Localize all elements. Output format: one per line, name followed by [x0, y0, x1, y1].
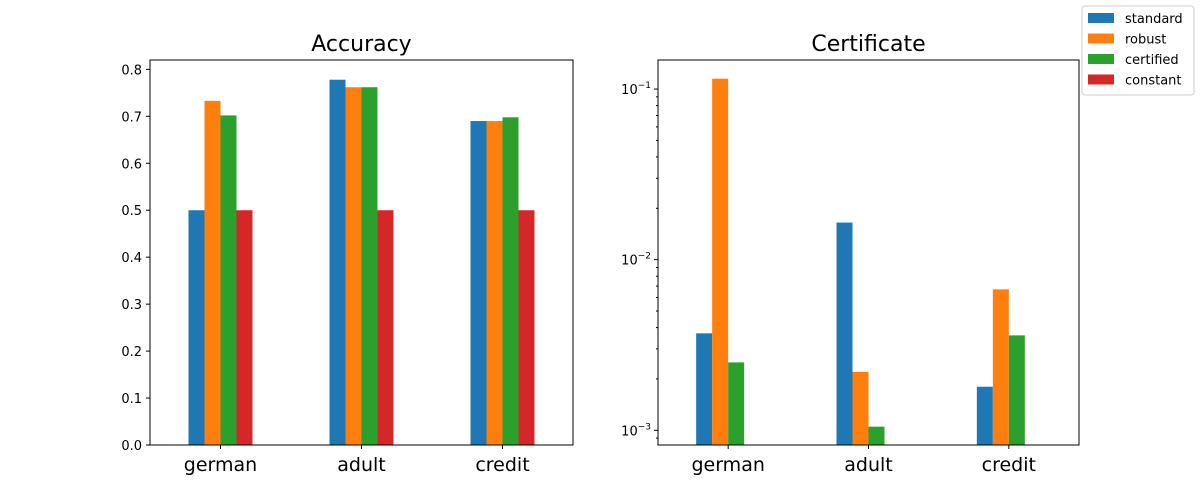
bar-robust-adult: [852, 371, 869, 445]
x-tick-label-german: german: [691, 454, 764, 476]
y-tick-label: 10−1: [621, 81, 651, 98]
certificate-chart: Certificate 10−1 10−2 10−3 german adult credit: [621, 32, 1080, 476]
legend-swatch-certified: [1088, 54, 1114, 64]
bar-robust-german: [712, 78, 729, 445]
bar-robust-german: [204, 100, 221, 445]
bar-certified-credit: [1008, 335, 1025, 445]
legend-swatch-robust: [1088, 33, 1114, 44]
y-tick-label: 0.2: [121, 345, 142, 360]
x-tick-label-adult: adult: [337, 454, 385, 476]
bar-robust-credit: [992, 289, 1009, 445]
bar-robust-credit: [486, 121, 503, 445]
y-tick-label: 0.1: [121, 392, 142, 407]
legend-label-constant: constant: [1125, 74, 1182, 89]
y-tick-label: 10−3: [621, 422, 651, 439]
bar-constant-german: [236, 210, 253, 445]
legend-box: [1081, 5, 1195, 96]
accuracy-chart: Accuracy 0.0 0.1 0.2 0.3 0.4 0.5 0.6 0.7 0.8 germa…: [121, 32, 574, 476]
y-tick-label: 0.5: [121, 204, 142, 219]
bar-standard-adult: [836, 222, 853, 445]
bar-certified-adult: [868, 426, 885, 445]
bar-constant-adult: [377, 210, 394, 445]
bar-standard-credit: [976, 386, 993, 445]
y-tick-label: 0.6: [121, 157, 142, 172]
y-tick-label: 0.7: [121, 110, 142, 125]
x-tick-label-german: german: [184, 454, 257, 476]
chart-title: Accuracy: [311, 32, 411, 57]
bar-constant-credit: [518, 210, 535, 445]
bar-certified-german: [728, 362, 745, 445]
bar-standard-credit: [470, 121, 487, 445]
bar-certified-german: [220, 115, 237, 445]
bar-certified-credit: [502, 117, 519, 445]
bar-standard-adult: [329, 79, 346, 445]
x-tick-label-credit: credit: [982, 454, 1036, 476]
legend-label-robust: robust: [1125, 33, 1166, 48]
legend-swatch-constant: [1088, 74, 1114, 85]
y-tick-label: 0.0: [121, 439, 142, 454]
legend-label-standard: standard: [1125, 12, 1183, 27]
legend-label-certified: certified: [1125, 53, 1179, 68]
legend-swatch-standard: [1088, 13, 1114, 23]
x-tick-label-credit: credit: [475, 454, 529, 476]
bar-standard-german: [696, 333, 713, 445]
y-tick-label: 0.8: [121, 63, 142, 78]
y-tick-label: 0.4: [121, 251, 142, 266]
y-tick-label: 10−2: [621, 252, 651, 269]
y-tick-label: 0.3: [121, 298, 142, 313]
chart-title: Certificate: [811, 32, 925, 57]
x-tick-label-adult: adult: [844, 454, 892, 476]
legend: standard robust certified constant: [1081, 5, 1195, 96]
bar-standard-german: [188, 210, 205, 445]
bar-certified-adult: [361, 87, 378, 446]
bar-robust-adult: [345, 87, 362, 446]
